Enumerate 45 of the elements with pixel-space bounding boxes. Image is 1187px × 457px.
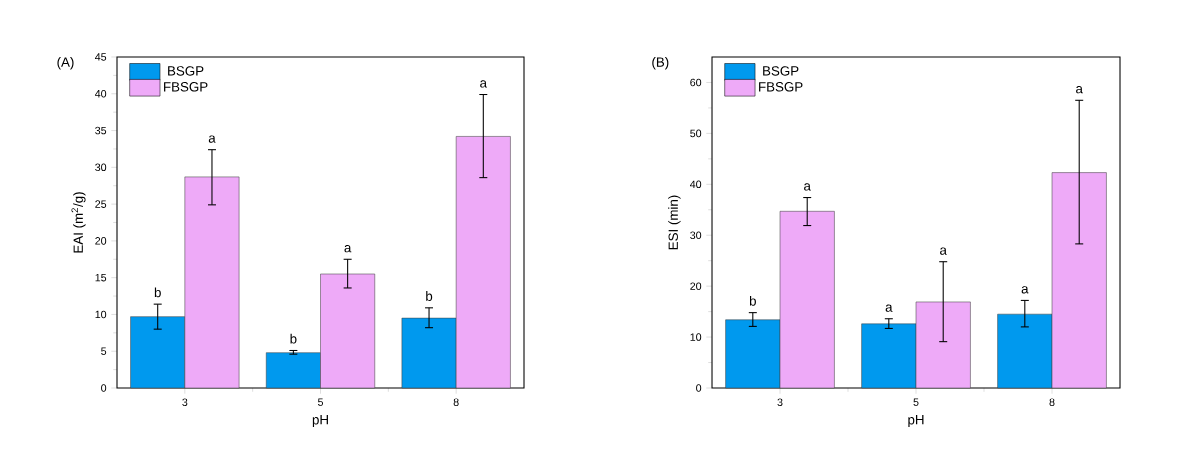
y-tick-label: 0 <box>101 384 107 392</box>
x-tick-label: 8 <box>1049 398 1055 406</box>
annotation: a <box>1021 286 1029 294</box>
y-tick-label: 5 <box>101 347 107 355</box>
annotation: b <box>426 291 433 301</box>
y-axis-title: ESI (min) <box>668 195 681 250</box>
legend-label: FBSGP <box>164 82 208 92</box>
x-axis-title: pH <box>908 415 924 428</box>
annotation: a <box>208 135 216 143</box>
x-tick-label: 3 <box>182 398 188 406</box>
y-tick-label: 25 <box>95 200 107 208</box>
y-tick-label: 30 <box>95 163 107 172</box>
y-tick-label: 40 <box>689 180 702 189</box>
legend-label: BSGP <box>168 66 204 76</box>
x-tick-label: 3 <box>777 398 783 406</box>
legend-label: FBSGP <box>759 82 803 92</box>
x-tick-label: 5 <box>317 398 324 406</box>
y-tick-label: 50 <box>690 129 702 138</box>
y-tick-label: 20 <box>690 282 702 290</box>
annotation: a <box>344 245 352 253</box>
y-tick-label: 30 <box>690 231 702 240</box>
annotation: a <box>804 183 811 191</box>
annotation: b <box>290 333 297 344</box>
annotation: a <box>940 247 947 255</box>
chart-title: (B) <box>652 57 669 70</box>
chart-title: (A) <box>57 57 74 70</box>
x-tick-label: 8 <box>453 398 459 406</box>
y-tick-label: 45 <box>94 53 107 61</box>
annotation: b <box>749 295 756 306</box>
y-tick-label: 10 <box>95 310 107 319</box>
x-tick-label: 5 <box>913 398 919 406</box>
y-axis-title: EAI (m$^{2}$/g) <box>71 192 86 253</box>
annotation: a <box>480 80 488 88</box>
y-tick-label: 0 <box>696 384 702 392</box>
annotation: a <box>1076 86 1083 94</box>
y-tick-label: 35 <box>95 126 107 135</box>
y-tick-label: 10 <box>690 333 702 341</box>
legend-label: BSGP <box>763 66 799 76</box>
annotation: a <box>885 304 893 312</box>
y-tick-label: 15 <box>95 273 107 282</box>
y-tick-label: 40 <box>94 90 107 98</box>
x-axis-title: pH <box>312 415 328 428</box>
annotation: b <box>154 287 161 298</box>
y-tick-label: 20 <box>95 237 107 245</box>
y-tick-label: 60 <box>690 78 702 87</box>
